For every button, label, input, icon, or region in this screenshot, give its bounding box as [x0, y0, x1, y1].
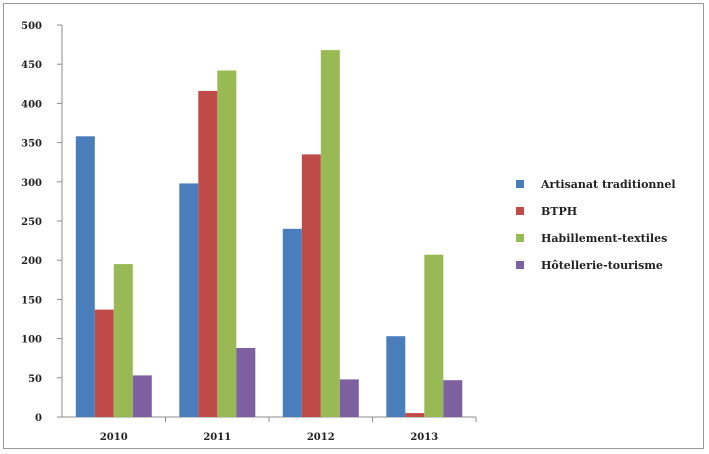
legend-label: Hôtellerie-tourisme [541, 259, 663, 272]
bar-artisanat-traditionnel-2013 [386, 336, 406, 417]
legend-label: BTPH [541, 205, 577, 218]
y-tick-label: 450 [21, 60, 42, 71]
legend-swatch [516, 207, 524, 215]
y-tick-label: 50 [28, 374, 42, 385]
bar-habillement-textiles-2010 [113, 264, 133, 417]
legend-swatch [516, 261, 524, 269]
legend-swatch [516, 234, 524, 242]
bar-habillement-textiles-2011 [217, 70, 237, 417]
y-tick-label: 150 [21, 295, 42, 306]
bar-habillement-textiles-2012 [320, 50, 340, 417]
y-tick-label: 500 [21, 21, 42, 32]
chart-bars [75, 50, 463, 418]
legend-label: Habillement-textiles [541, 232, 667, 245]
y-tick-label: 300 [21, 178, 42, 189]
y-tick-label: 200 [21, 256, 42, 267]
bar-btph-2012 [301, 154, 321, 417]
bar-btph-2010 [94, 309, 114, 417]
y-tick-label: 350 [21, 139, 42, 150]
x-tick-label: 2012 [307, 432, 335, 443]
y-tick-label: 100 [21, 335, 42, 346]
chart-legend: Artisanat traditionnel BTPH Habillement-te… [516, 178, 676, 272]
bar-h-tellerie-tourisme-2010 [132, 375, 152, 417]
chart-labels: 0 50 100 150 200 250 300 350 400 450 500 2010 2011 20… [21, 21, 438, 443]
x-tick-label: 2010 [100, 432, 128, 443]
bar-h-tellerie-tourisme-2011 [236, 348, 256, 417]
bar-h-tellerie-tourisme-2012 [339, 379, 359, 417]
x-tick-label: 2013 [410, 432, 438, 443]
bar-artisanat-traditionnel-2010 [75, 136, 95, 418]
bar-artisanat-traditionnel-2011 [179, 183, 199, 417]
x-tick-label: 2011 [203, 432, 231, 443]
legend-label: Artisanat traditionnel [540, 178, 676, 191]
bar-h-tellerie-tourisme-2013 [443, 380, 463, 417]
bar-btph-2011 [198, 90, 218, 418]
bar-btph-2013 [405, 413, 425, 417]
bar-artisanat-traditionnel-2012 [282, 228, 302, 417]
y-tick-label: 0 [35, 413, 42, 424]
y-tick-label: 250 [21, 217, 42, 228]
bar-habillement-textiles-2013 [424, 254, 444, 417]
legend-swatch [516, 180, 524, 188]
y-tick-label: 400 [21, 99, 42, 110]
